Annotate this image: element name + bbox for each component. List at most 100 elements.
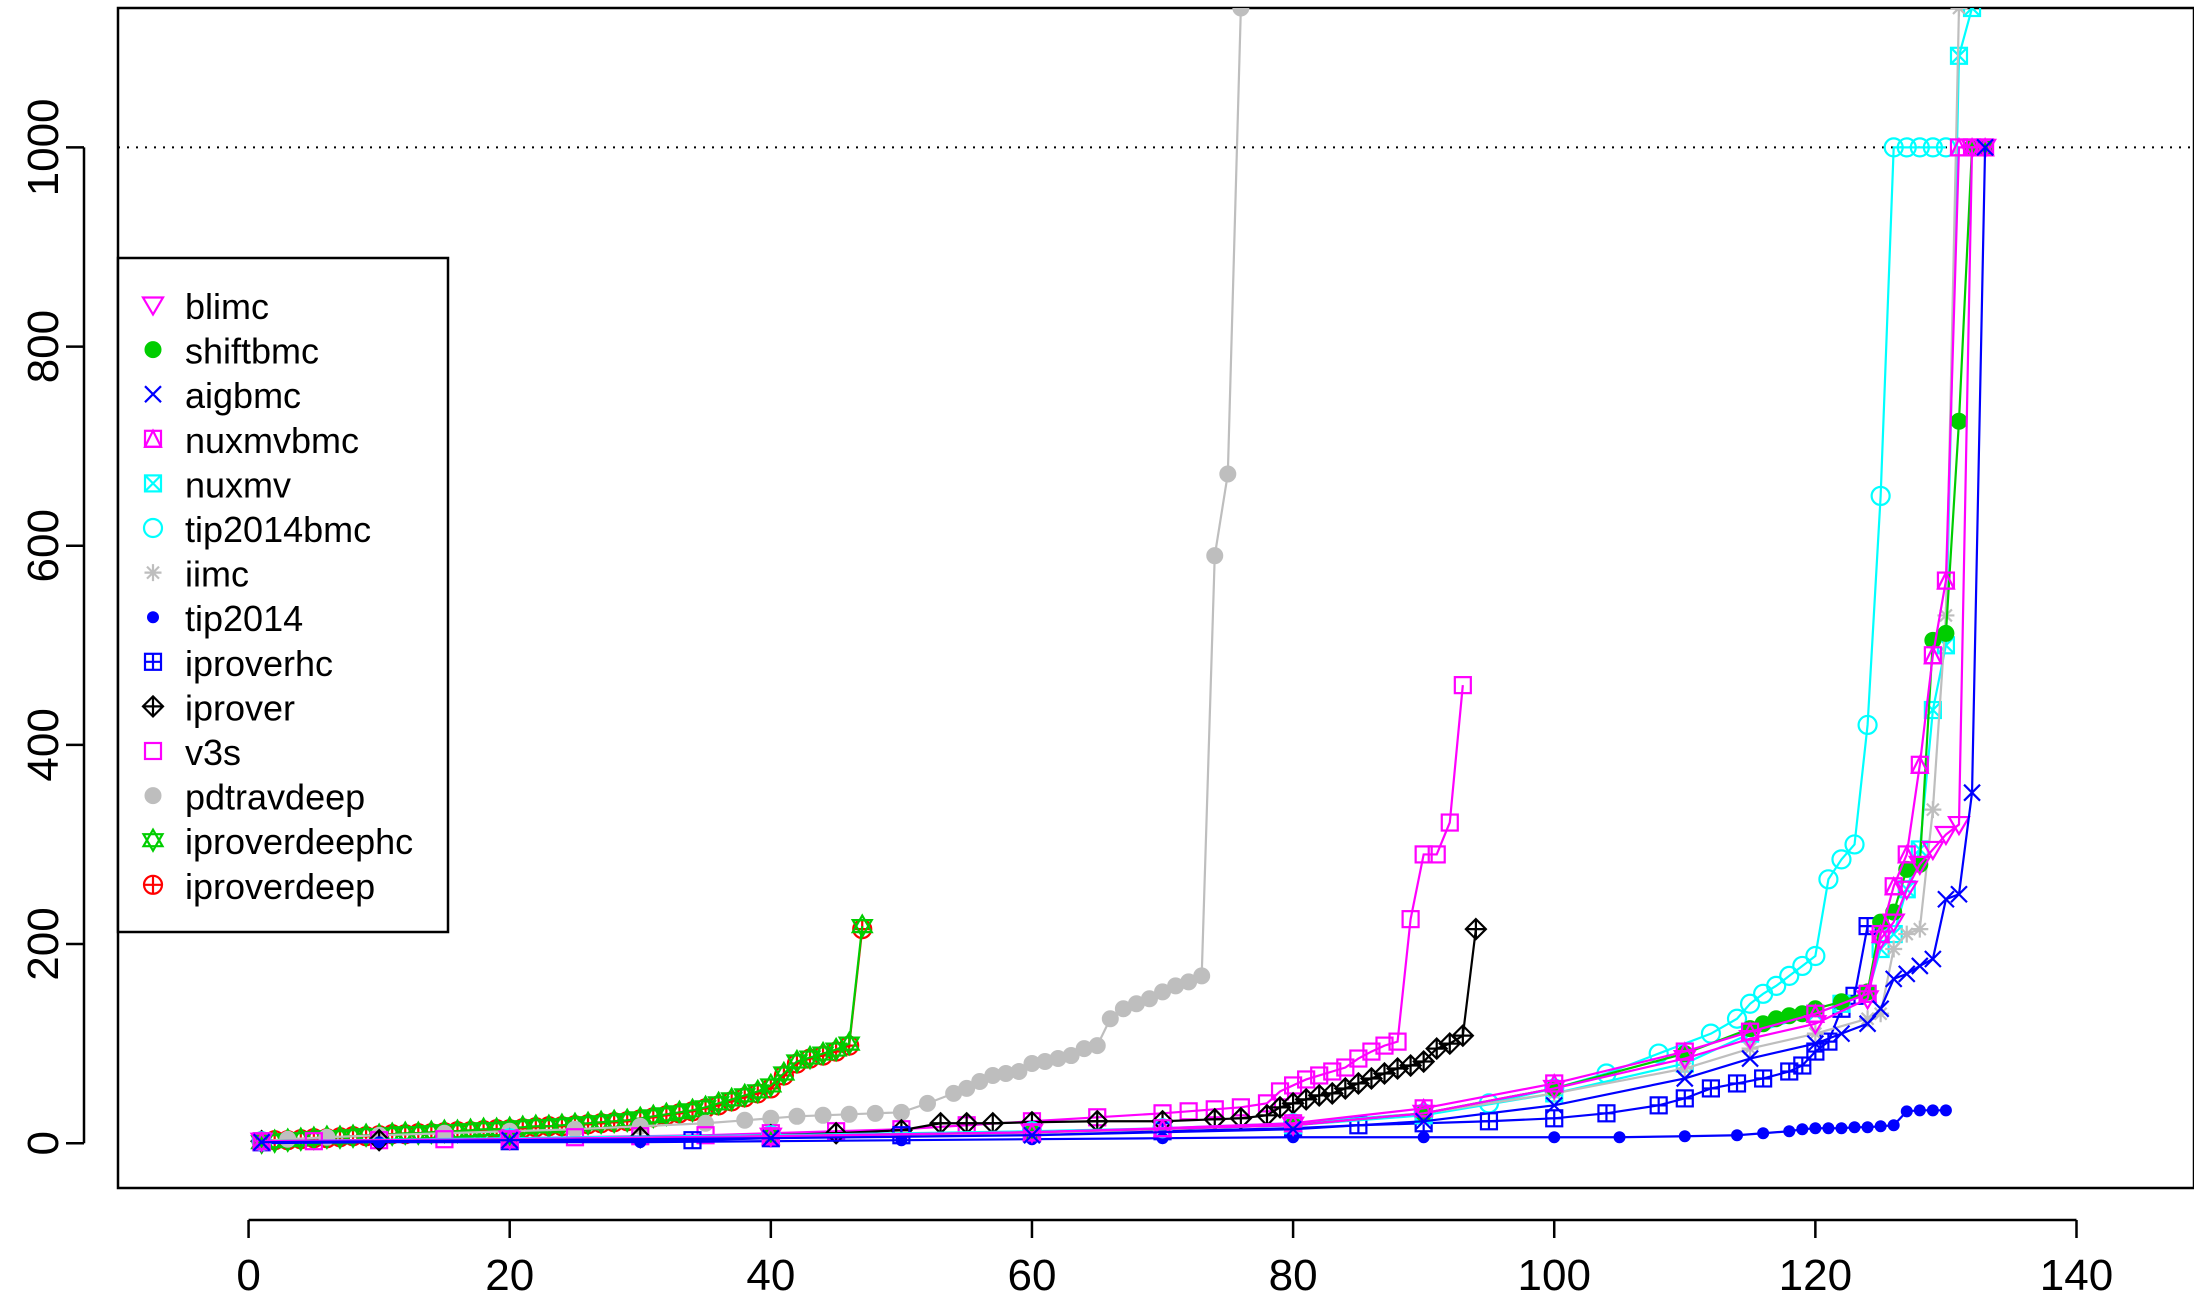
series-iproverhc — [252, 917, 1877, 1152]
series-shiftbmc — [253, 138, 1994, 1150]
data-point-pdtravdeep — [1088, 1037, 1106, 1055]
data-point-v3s — [1414, 845, 1433, 864]
data-point-tip2014bmc — [1857, 714, 1878, 736]
data-point-iprover — [981, 1111, 1005, 1135]
data-point-v3s — [1440, 813, 1459, 832]
data-point-pdtravdeep — [958, 1079, 976, 1097]
x-tick-label: 0 — [236, 1251, 260, 1297]
legend-label-pdtravdeep: pdtravdeep — [185, 777, 365, 818]
data-point-pdtravdeep — [788, 1107, 806, 1125]
data-point-tip2014bmc — [1909, 137, 1930, 158]
data-point-v3s — [1388, 1032, 1407, 1051]
data-point-iimc — [1911, 920, 1929, 938]
legend-marker-tip2014 — [147, 611, 159, 624]
data-point-iimc — [1950, 8, 1968, 17]
data-point-nuxmvbmc — [1923, 644, 1943, 665]
data-point-blimc — [1907, 855, 1932, 877]
data-point-tip2014 — [1783, 1125, 1796, 1138]
data-point-tip2014 — [1900, 1105, 1913, 1118]
legend-label-aigbmc: aigbmc — [185, 375, 301, 416]
series-layer — [249, 8, 1998, 1155]
data-point-tip2014bmc — [1831, 849, 1852, 870]
series-line-nuxmv — [261, 8, 1974, 1143]
series-line-nuxmvbmc — [261, 146, 1986, 1143]
data-point-tip2014 — [1613, 1131, 1626, 1144]
data-point-tip2014 — [1913, 1104, 1926, 1117]
data-point-v3s — [1427, 845, 1446, 864]
data-point-tip2014bmc — [1726, 1008, 1748, 1029]
legend-label-tip2014bmc: tip2014bmc — [185, 509, 371, 550]
data-point-aigbmc — [1937, 890, 1955, 909]
data-point-iproverhc — [1675, 1089, 1694, 1108]
data-point-blimc — [1894, 880, 1919, 901]
x-tick-label: 80 — [1269, 1251, 1318, 1297]
data-point-pdtravdeep — [697, 1114, 715, 1132]
data-point-iproverhc — [1754, 1069, 1773, 1088]
series-line-iproverdeephc — [261, 925, 864, 1144]
legend-label-shiftbmc: shiftbmc — [185, 331, 319, 372]
data-point-aigbmc — [1911, 957, 1929, 975]
series-line-iproverdeep — [261, 928, 864, 1143]
data-point-shiftbmc — [1950, 412, 1968, 430]
data-point-shiftbmc — [1937, 624, 1955, 642]
data-point-iimc — [1937, 606, 1955, 624]
x-tick-label: 20 — [485, 1251, 534, 1297]
series-tip2014bmc — [251, 137, 1957, 1152]
data-point-nuxmvbmc — [1805, 1003, 1826, 1023]
data-point-aigbmc — [1858, 1014, 1877, 1033]
data-point-iproverdeephc — [759, 1072, 783, 1099]
data-point-tip2014 — [1939, 1104, 1952, 1117]
data-point-tip2014 — [1861, 1121, 1874, 1134]
data-point-aigbmc — [1897, 965, 1916, 983]
data-point-iproverdeephc — [850, 913, 874, 939]
legend-label-tip2014: tip2014 — [185, 598, 303, 639]
data-point-tip2014 — [1822, 1122, 1835, 1135]
data-point-tip2014 — [1835, 1122, 1848, 1135]
data-point-pdtravdeep — [1206, 547, 1224, 565]
data-point-tip2014bmc — [1818, 869, 1839, 890]
data-point-v3s — [1453, 676, 1472, 695]
data-point-aigbmc — [762, 1129, 780, 1147]
data-point-nuxmvbmc — [1936, 570, 1956, 590]
data-point-tip2014bmc — [1896, 137, 1917, 158]
data-point-blimc — [1934, 825, 1958, 847]
data-point-aigbmc — [1963, 783, 1981, 802]
data-point-pdtravdeep — [1219, 465, 1237, 483]
data-point-blimc — [1855, 990, 1880, 1011]
legend-marker-iimc — [144, 564, 162, 582]
series-line-shiftbmc — [261, 146, 1986, 1143]
data-point-tip2014 — [1757, 1127, 1770, 1140]
legend-marker-nuxmv — [143, 474, 163, 493]
legend-marker-iproverdeephc — [141, 827, 165, 853]
data-point-pdtravdeep — [919, 1094, 937, 1112]
series-line-iproverhc — [261, 925, 1869, 1144]
data-point-aigbmc — [1832, 1024, 1851, 1043]
data-point-aigbmc — [1676, 1069, 1694, 1088]
x-tick-label: 140 — [2040, 1251, 2113, 1297]
y-tick-label: 400 — [19, 708, 68, 781]
legend-marker-aigbmc — [144, 385, 162, 403]
data-point-blimc — [1281, 1116, 1306, 1137]
axes: 0 20 40 60 80 100 120 140 0 200 400 600 800 1000 — [19, 98, 2113, 1300]
legend-label-iproverdeep: iproverdeep — [185, 866, 375, 907]
data-point-nuxmv — [1962, 8, 1982, 18]
series-line-tip2014bmc — [261, 146, 1946, 1143]
data-point-aigbmc — [500, 1131, 519, 1149]
data-point-tip2014 — [1848, 1121, 1861, 1134]
data-point-blimc — [1947, 815, 1971, 837]
data-point-iproverhc — [683, 1131, 702, 1150]
series-line-iimc — [261, 8, 1961, 1143]
data-point-iproverhc — [1545, 1109, 1564, 1128]
series-line-tip2014 — [261, 1109, 1946, 1145]
series-iimc — [253, 8, 1968, 1150]
legend-label-v3s: v3s — [185, 732, 241, 773]
data-point-v3s — [1323, 1062, 1342, 1081]
legend-marker-shiftbmc — [144, 341, 162, 359]
data-point-iprover — [1451, 1024, 1475, 1048]
data-point-aigbmc — [1924, 950, 1942, 968]
data-point-tip2014 — [1874, 1120, 1887, 1133]
data-point-blimc — [1960, 138, 1984, 160]
data-point-pdtravdeep — [866, 1104, 884, 1122]
